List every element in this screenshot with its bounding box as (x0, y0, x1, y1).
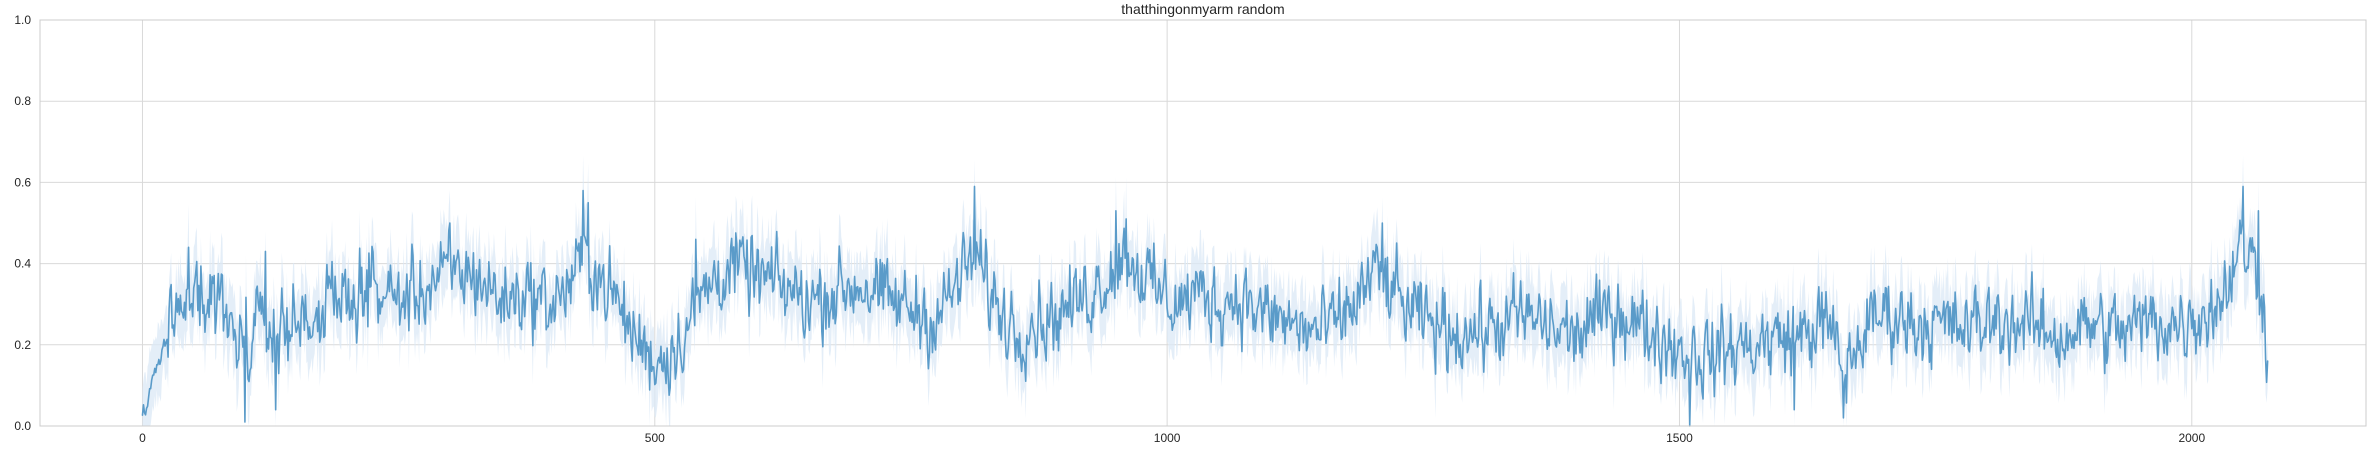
x-tick-label: 0 (139, 431, 146, 445)
y-tick-label: 0.4 (14, 257, 31, 271)
grid (40, 19, 2366, 427)
y-tick-label: 0.2 (14, 338, 31, 352)
series-line (141, 185, 2269, 427)
y-tick-label: 0.8 (14, 94, 31, 108)
x-tick-label: 2000 (2178, 431, 2205, 445)
chart-title: thatthingonmyarm random (1121, 1, 1284, 17)
x-tick-label: 1000 (1154, 431, 1181, 445)
axes-frame (39, 19, 2367, 427)
x-tick-label: 500 (645, 431, 665, 445)
y-tick-label: 0.6 (14, 175, 31, 189)
x-axis-ticks: 0 500 1000 1500 2000 (139, 431, 2205, 445)
series-layer (141, 185, 2269, 427)
y-axis-ticks: 0.0 0.2 0.4 0.6 0.8 1.0 (14, 13, 31, 433)
y-tick-label: 1.0 (14, 13, 31, 27)
y-tick-label: 0.0 (14, 419, 31, 433)
x-tick-label: 1500 (1666, 431, 1693, 445)
